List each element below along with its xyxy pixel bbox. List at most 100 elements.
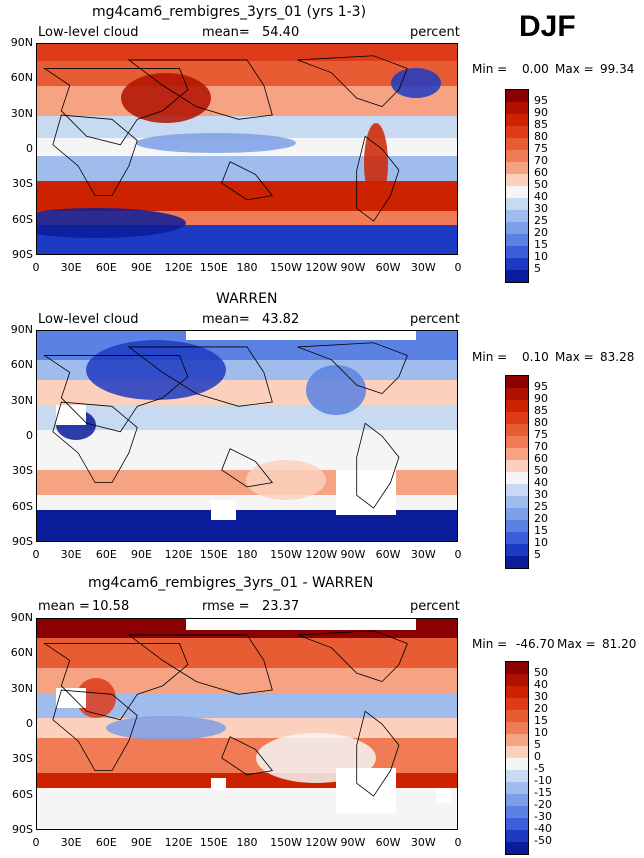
field-band bbox=[36, 405, 458, 430]
panel-3-unit: percent bbox=[410, 599, 460, 614]
panel-3-colorbar bbox=[505, 661, 529, 855]
coastline bbox=[297, 630, 408, 683]
colorbar-swatch bbox=[506, 794, 528, 806]
field-blob bbox=[391, 68, 441, 98]
field-band bbox=[36, 43, 458, 61]
colorbar-swatch bbox=[506, 270, 528, 282]
colorbar-swatch bbox=[506, 400, 528, 412]
colorbar-swatch bbox=[506, 830, 528, 842]
field-band bbox=[36, 61, 458, 86]
field-band bbox=[36, 638, 458, 668]
lon-tick-label: 0 bbox=[32, 261, 40, 274]
field-band bbox=[36, 510, 458, 542]
colorbar-swatch bbox=[506, 102, 528, 114]
colorbar-label: 5 bbox=[534, 738, 541, 751]
panel-3-mean-label: mean = bbox=[38, 599, 90, 614]
coastline bbox=[43, 643, 189, 721]
colorbar-swatch bbox=[506, 162, 528, 174]
panel-1-unit: percent bbox=[410, 25, 460, 40]
field-blob bbox=[246, 460, 326, 500]
colorbar-swatch bbox=[506, 758, 528, 770]
colorbar-label: 25 bbox=[534, 214, 548, 227]
colorbar-swatch bbox=[506, 246, 528, 258]
lon-tick-label: 60E bbox=[95, 548, 117, 561]
coastline bbox=[221, 161, 274, 201]
lon-tick-label: 120E bbox=[164, 261, 193, 274]
field-blob bbox=[364, 123, 388, 203]
colorbar-label: 80 bbox=[534, 416, 548, 429]
colorbar-label: -5 bbox=[534, 762, 545, 775]
colorbar-label: 50 bbox=[534, 666, 548, 679]
colorbar-label: 5 bbox=[534, 262, 541, 275]
colorbar-label: 75 bbox=[534, 428, 548, 441]
field-blob bbox=[136, 133, 296, 153]
colorbar-label: 15 bbox=[534, 714, 548, 727]
panel-2-max-label: Max = bbox=[555, 350, 594, 364]
lon-tick-label: 120W bbox=[305, 836, 338, 849]
coastline bbox=[52, 114, 138, 197]
colorbar-swatch bbox=[506, 114, 528, 126]
colorbar-label: 75 bbox=[534, 142, 548, 155]
colorbar-swatch bbox=[506, 698, 528, 710]
colorbar-label: -40 bbox=[534, 822, 552, 835]
lon-tick-label: 180 bbox=[236, 261, 258, 274]
colorbar-swatch bbox=[506, 496, 528, 508]
lon-tick-label: 0 bbox=[454, 548, 462, 561]
field-band bbox=[36, 156, 458, 181]
colorbar-swatch bbox=[506, 424, 528, 436]
panel-2-unit: percent bbox=[410, 312, 460, 327]
colorbar-label: 60 bbox=[534, 452, 548, 465]
lat-tick-label: 90S bbox=[12, 535, 33, 548]
panel-3-min-label: Min = bbox=[472, 637, 508, 651]
colorbar-label: 40 bbox=[534, 476, 548, 489]
colorbar-label: 70 bbox=[534, 440, 548, 453]
lon-tick-label: 90E bbox=[131, 548, 152, 561]
colorbar-label: 30 bbox=[534, 488, 548, 501]
coastline bbox=[297, 342, 408, 395]
lon-tick-label: 30W bbox=[410, 261, 436, 274]
lat-tick-label: 90N bbox=[10, 36, 33, 49]
lon-tick-label: 120W bbox=[305, 548, 338, 561]
lon-tick-label: 60E bbox=[95, 261, 117, 274]
coastline bbox=[356, 422, 400, 509]
coastline bbox=[127, 346, 273, 407]
missing-data-region bbox=[186, 330, 416, 340]
colorbar-label: -50 bbox=[534, 834, 552, 847]
lon-tick-label: 150E bbox=[199, 836, 228, 849]
colorbar-swatch bbox=[506, 198, 528, 210]
field-blob bbox=[86, 340, 226, 400]
lon-tick-label: 60W bbox=[375, 548, 401, 561]
panel-2-map bbox=[36, 330, 458, 542]
lon-tick-label: 120W bbox=[305, 261, 338, 274]
colorbar-label: 10 bbox=[534, 726, 548, 739]
colorbar-swatch bbox=[506, 138, 528, 150]
colorbar-swatch bbox=[506, 532, 528, 544]
lat-tick-label: 90S bbox=[12, 823, 33, 836]
colorbar-swatch bbox=[506, 258, 528, 270]
colorbar-label: 0 bbox=[534, 750, 541, 763]
lat-tick-label: 60N bbox=[10, 71, 33, 85]
lat-tick-label: 30S bbox=[12, 752, 33, 766]
panel-2-min-value: 0.10 bbox=[522, 350, 549, 364]
colorbar-swatch bbox=[506, 90, 528, 102]
lon-tick-label: 150W bbox=[270, 836, 303, 849]
lon-tick-label: 90W bbox=[340, 836, 366, 849]
coastline bbox=[297, 55, 408, 108]
panel-2-field-label: Low-level cloud bbox=[38, 312, 139, 327]
lon-tick-label: 30E bbox=[60, 548, 82, 561]
lon-tick-label: 30E bbox=[60, 261, 82, 274]
colorbar-swatch bbox=[506, 710, 528, 722]
panel-1-map bbox=[36, 43, 458, 255]
colorbar-label: 15 bbox=[534, 524, 548, 537]
coastline bbox=[356, 710, 400, 797]
colorbar-swatch bbox=[506, 448, 528, 460]
colorbar-swatch bbox=[506, 722, 528, 734]
lon-tick-label: 0 bbox=[32, 548, 40, 561]
colorbar-label: 30 bbox=[534, 690, 548, 703]
colorbar-swatch bbox=[506, 186, 528, 198]
map-frame bbox=[36, 43, 458, 255]
lat-tick-label: 30N bbox=[10, 393, 33, 407]
panel-3-min-value: -46.70 bbox=[516, 637, 555, 651]
colorbar-swatch bbox=[506, 770, 528, 782]
colorbar-label: -15 bbox=[534, 786, 552, 799]
